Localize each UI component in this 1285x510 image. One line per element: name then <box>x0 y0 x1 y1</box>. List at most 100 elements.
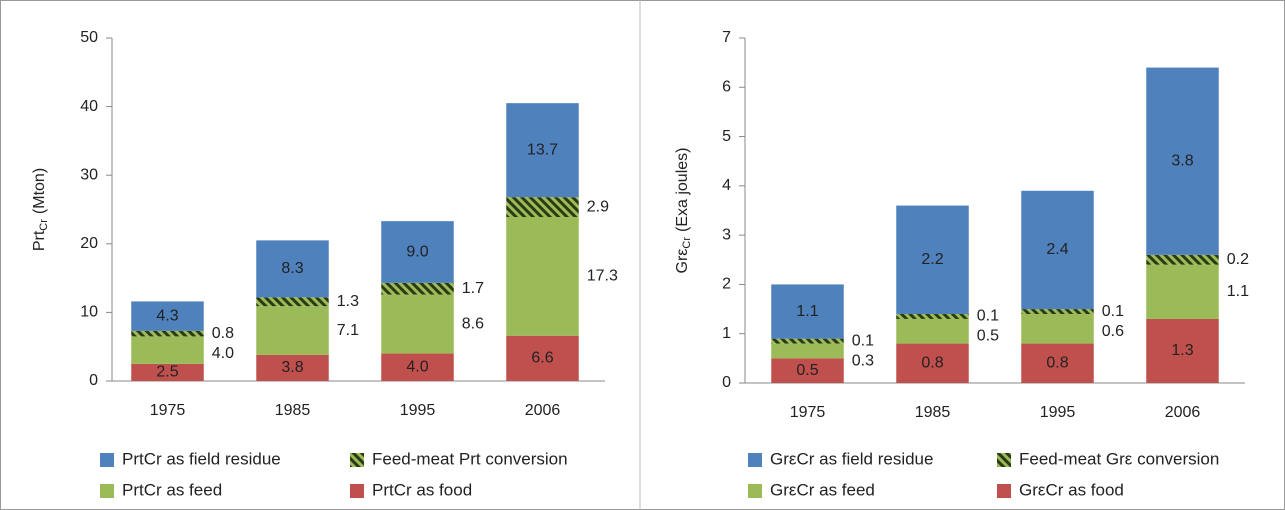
y-tick-label: 5 <box>722 128 731 145</box>
y-tick-label: 4 <box>722 177 731 194</box>
y-label-sub: Cr <box>38 219 50 231</box>
data-label: 3.8 <box>1171 152 1193 169</box>
bar-segment <box>256 240 329 298</box>
x-tick-label: 2006 <box>525 402 561 419</box>
y-tick-label: 3 <box>722 226 731 243</box>
data-label: 0.8 <box>921 355 943 372</box>
bar-segment <box>131 363 204 381</box>
data-label: 9.0 <box>406 243 428 260</box>
y-tick-label: 20 <box>80 235 98 252</box>
legend-label: PrtCr as feed <box>122 480 222 499</box>
data-label: 6.6 <box>531 350 553 367</box>
bar-segment <box>256 354 329 381</box>
data-label: 1.3 <box>1171 342 1193 359</box>
data-label: 1.3 <box>337 293 359 310</box>
y-label-main: Grε <box>674 249 691 274</box>
data-label: 0.8 <box>1046 355 1068 372</box>
bar-segment <box>506 335 579 381</box>
bar-segment <box>1021 343 1094 383</box>
legend-swatch <box>748 484 762 498</box>
y-tick-label: 30 <box>80 166 98 183</box>
data-label: 0.3 <box>852 352 874 369</box>
legend-swatch <box>997 484 1011 498</box>
data-label: 0.1 <box>1102 303 1124 320</box>
bar-segment <box>1146 67 1219 255</box>
bar-segment <box>381 221 454 283</box>
bar-segment <box>131 330 204 337</box>
legend-label: PrtCr as food <box>372 480 472 499</box>
legend-swatch <box>350 484 364 498</box>
bar-segment <box>1146 254 1219 265</box>
x-tick-label: 1985 <box>275 402 311 419</box>
bar-segment <box>506 103 579 198</box>
y-label-rest: (Exa joules) <box>674 148 691 232</box>
data-label: 2.9 <box>587 198 609 215</box>
data-label: 0.6 <box>1102 323 1124 340</box>
legend-label: GrεCr as field residue <box>770 449 933 468</box>
y-tick-label: 10 <box>80 304 98 321</box>
data-label: 0.1 <box>977 308 999 325</box>
y-tick-label: 6 <box>722 79 731 96</box>
bar-segment <box>1021 314 1094 344</box>
data-label: 2.4 <box>1046 241 1068 258</box>
data-label: 2.5 <box>156 364 178 381</box>
legend-swatch <box>100 484 114 498</box>
bar-segment <box>381 353 454 381</box>
data-label: 0.1 <box>852 332 874 349</box>
legend-label: PrtCr as field residue <box>122 449 281 468</box>
data-label: 3.8 <box>281 359 303 376</box>
data-label: 17.3 <box>587 268 618 285</box>
y-tick-label: 0 <box>722 374 731 391</box>
bar-segment <box>896 205 969 314</box>
data-label: 4.3 <box>156 307 178 324</box>
data-label: 0.2 <box>1227 251 1249 268</box>
y-tick-label: 7 <box>722 29 731 46</box>
bar-segment <box>771 358 844 383</box>
x-tick-label: 2006 <box>1165 404 1201 421</box>
y-label-main: Prt <box>31 230 48 251</box>
data-label: 4.0 <box>212 345 234 362</box>
legend-label: Feed-meat Prt conversion <box>372 449 568 468</box>
legend-label: GrεCr as feed <box>770 480 875 499</box>
legend-label: Feed-meat Grε conversion <box>1019 449 1219 468</box>
data-label: 8.3 <box>281 260 303 277</box>
bar-segment <box>1146 318 1219 383</box>
y-label-rest: (Mton) <box>31 168 48 214</box>
data-label: 13.7 <box>527 141 558 158</box>
y-tick-label: 2 <box>722 276 731 293</box>
bar-segment <box>506 217 579 336</box>
bar-segment <box>771 284 844 339</box>
y-tick-label: 40 <box>80 98 98 115</box>
x-tick-label: 1995 <box>400 402 436 419</box>
bar-segment <box>131 301 204 331</box>
data-label: 2.2 <box>921 251 943 268</box>
legend-swatch <box>997 453 1011 467</box>
data-label: 8.6 <box>462 315 484 332</box>
y-tick-label: 0 <box>89 372 98 389</box>
bar-segment <box>1021 309 1094 314</box>
bar-segment <box>771 338 844 344</box>
y-axis-label: GrεCr (Exa joules) <box>674 148 693 274</box>
y-tick-label: 1 <box>722 325 731 342</box>
bar-segment <box>896 318 969 344</box>
data-label: 1.1 <box>1227 283 1249 300</box>
bar-segment <box>1146 264 1219 319</box>
bar-segment <box>506 197 579 218</box>
bar-segment <box>1021 190 1094 310</box>
bar-segment <box>131 336 204 364</box>
data-label: 4.0 <box>406 358 428 375</box>
bar-segment <box>896 343 969 383</box>
bar-segment <box>256 297 329 307</box>
data-label: 1.1 <box>796 303 818 320</box>
data-label: 7.1 <box>337 322 359 339</box>
bar-segment <box>771 343 844 359</box>
data-label: 0.8 <box>212 325 234 342</box>
x-tick-label: 1995 <box>1040 404 1076 421</box>
x-tick-label: 1975 <box>150 402 186 419</box>
bar-segment <box>381 282 454 295</box>
data-label: 1.7 <box>462 280 484 297</box>
data-label: 0.5 <box>977 328 999 345</box>
bar-segment <box>896 314 969 319</box>
legend-swatch <box>748 453 762 467</box>
